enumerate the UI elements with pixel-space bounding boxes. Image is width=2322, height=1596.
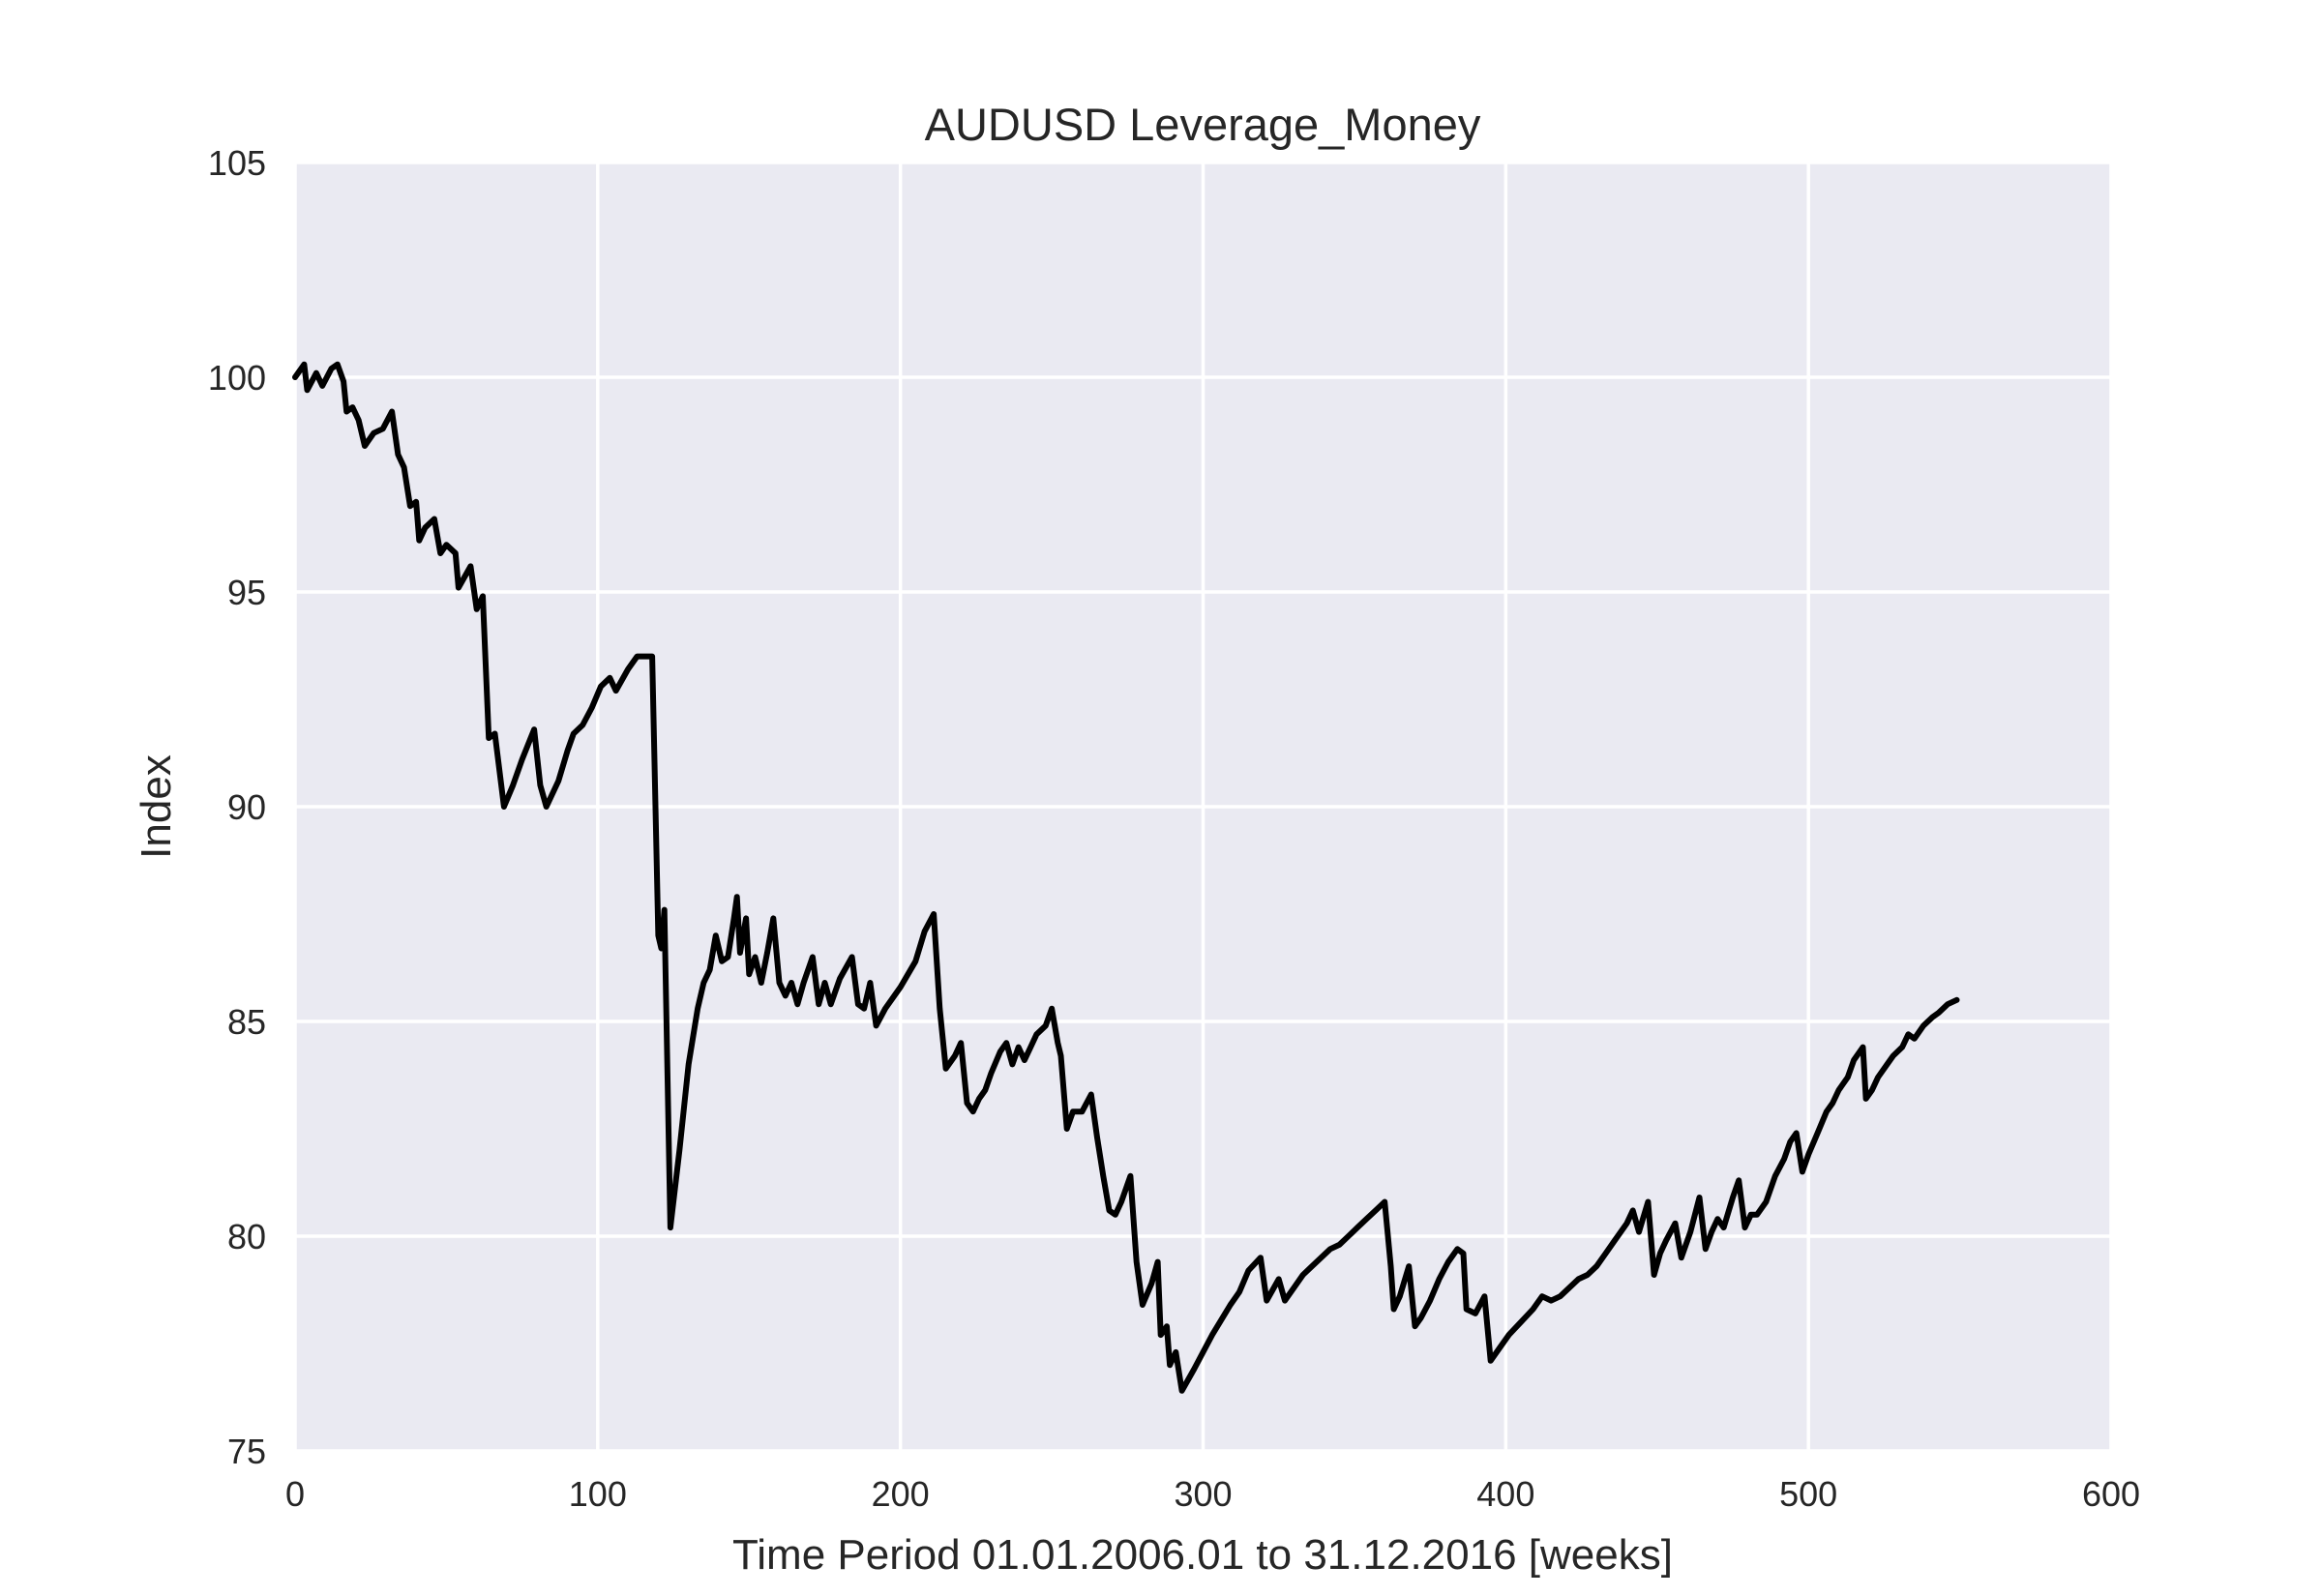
chart-title: AUDUSD Leverage_Money — [925, 99, 1481, 150]
y-tick-label: 75 — [227, 1432, 266, 1471]
y-axis-label: Index — [133, 754, 180, 859]
y-tick-label: 85 — [227, 1002, 266, 1042]
y-tick-labels: 75 80 85 90 95 100 105 — [208, 143, 266, 1471]
x-tick-label: 300 — [1174, 1474, 1232, 1514]
x-tick-label: 200 — [872, 1474, 930, 1514]
x-tick-label: 400 — [1476, 1474, 1534, 1514]
grid-lines — [293, 161, 2113, 1453]
x-tick-label: 600 — [2082, 1474, 2140, 1514]
x-tick-labels: 0 100 200 300 400 500 600 — [285, 1474, 2140, 1514]
x-tick-label: 500 — [1779, 1474, 1837, 1514]
y-tick-label: 95 — [227, 573, 266, 612]
y-tick-label: 80 — [227, 1217, 266, 1256]
series-line — [292, 361, 1960, 1394]
y-tick-label: 90 — [227, 787, 266, 827]
x-axis-label: Time Period 01.01.2006.01 to 31.12.2016 … — [732, 1531, 1673, 1579]
x-tick-label: 0 — [285, 1474, 305, 1514]
y-tick-label: 100 — [208, 358, 266, 398]
y-tick-label: 105 — [208, 143, 266, 183]
x-tick-label: 100 — [569, 1474, 627, 1514]
